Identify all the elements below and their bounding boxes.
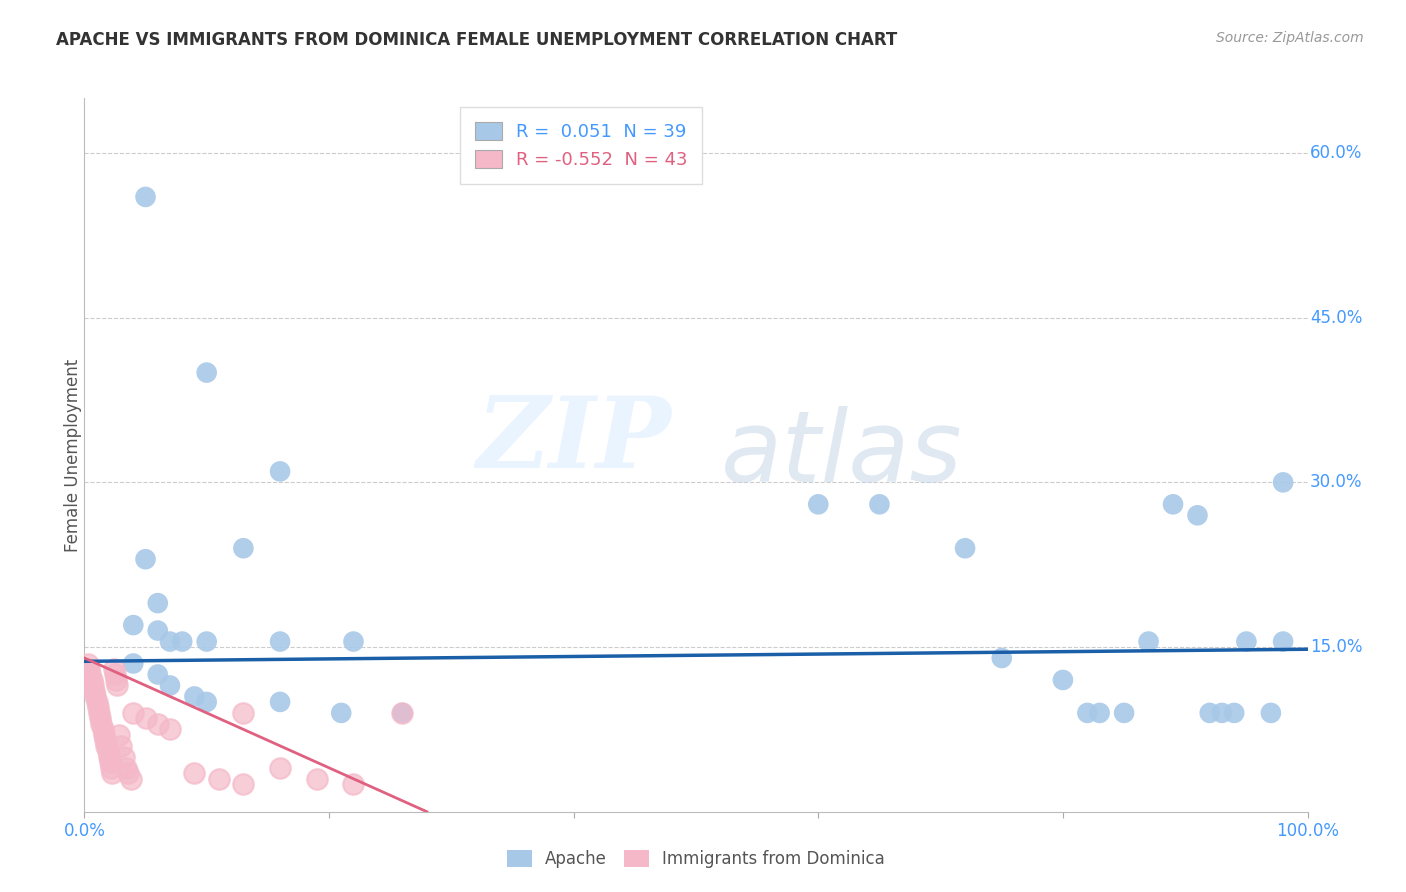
Point [90, 717, 112, 731]
Point [1052, 673, 1074, 687]
Point [159, 723, 181, 737]
Text: ZIP: ZIP [477, 392, 672, 489]
Point [232, 706, 254, 720]
Point [98, 756, 121, 770]
Point [80, 673, 103, 687]
Point [146, 717, 169, 731]
Point [269, 761, 291, 775]
Point [110, 739, 132, 753]
Point [1223, 706, 1246, 720]
Point [172, 634, 194, 648]
Point [84, 690, 107, 704]
Point [1076, 706, 1098, 720]
Y-axis label: Female Unemployment: Female Unemployment [65, 359, 82, 551]
Point [96, 739, 118, 753]
Point [391, 706, 413, 720]
Text: 60.0%: 60.0% [1310, 144, 1362, 162]
Point [122, 657, 145, 671]
Point [103, 662, 125, 676]
Point [115, 761, 138, 775]
Point [183, 766, 205, 780]
Point [391, 706, 413, 720]
Text: APACHE VS IMMIGRANTS FROM DOMINICA FEMALE UNEMPLOYMENT CORRELATION CHART: APACHE VS IMMIGRANTS FROM DOMINICA FEMAL… [56, 31, 897, 49]
Text: 30.0%: 30.0% [1310, 474, 1362, 491]
Point [87, 700, 110, 714]
Point [135, 711, 157, 725]
Point [342, 777, 364, 791]
Point [101, 766, 124, 780]
Point [100, 761, 122, 775]
Point [1234, 634, 1257, 648]
Text: 15.0%: 15.0% [1310, 638, 1362, 656]
Point [135, 190, 157, 204]
Point [89, 711, 111, 725]
Point [342, 634, 364, 648]
Point [146, 667, 169, 681]
Point [305, 772, 328, 786]
Point [1137, 634, 1160, 648]
Point [1088, 706, 1111, 720]
Point [195, 366, 218, 380]
Point [1161, 497, 1184, 511]
Point [120, 772, 142, 786]
Point [208, 772, 231, 786]
Point [91, 723, 114, 737]
Point [330, 706, 353, 720]
Point [112, 749, 135, 764]
Point [83, 684, 105, 698]
Point [82, 678, 104, 692]
Point [105, 673, 128, 687]
Point [195, 695, 218, 709]
Point [269, 695, 291, 709]
Point [146, 596, 169, 610]
Point [1187, 508, 1209, 523]
Point [135, 552, 157, 566]
Point [1260, 706, 1282, 720]
Point [86, 695, 108, 709]
Point [232, 541, 254, 556]
Point [232, 777, 254, 791]
Point [1114, 706, 1136, 720]
Point [869, 497, 891, 511]
Point [269, 464, 291, 478]
Text: 45.0%: 45.0% [1310, 309, 1362, 326]
Point [77, 662, 100, 676]
Point [87, 706, 110, 720]
Point [269, 634, 291, 648]
Point [159, 678, 181, 692]
Text: atlas: atlas [720, 407, 962, 503]
Point [159, 634, 181, 648]
Text: Source: ZipAtlas.com: Source: ZipAtlas.com [1216, 31, 1364, 45]
Point [807, 497, 830, 511]
Point [1211, 706, 1233, 720]
Point [1272, 634, 1295, 648]
Point [122, 706, 145, 720]
Point [105, 678, 128, 692]
Point [195, 634, 218, 648]
Point [990, 651, 1012, 665]
Point [79, 667, 101, 681]
Point [146, 624, 169, 638]
Point [104, 667, 127, 681]
Point [77, 657, 100, 671]
Point [1272, 475, 1295, 490]
Point [107, 728, 129, 742]
Point [953, 541, 976, 556]
Point [117, 766, 139, 780]
Point [94, 733, 117, 747]
Point [93, 728, 115, 742]
Point [122, 618, 145, 632]
Point [97, 749, 120, 764]
Point [1198, 706, 1220, 720]
Point [183, 690, 205, 704]
Point [97, 744, 120, 758]
Legend: Apache, Immigrants from Dominica: Apache, Immigrants from Dominica [501, 843, 891, 875]
